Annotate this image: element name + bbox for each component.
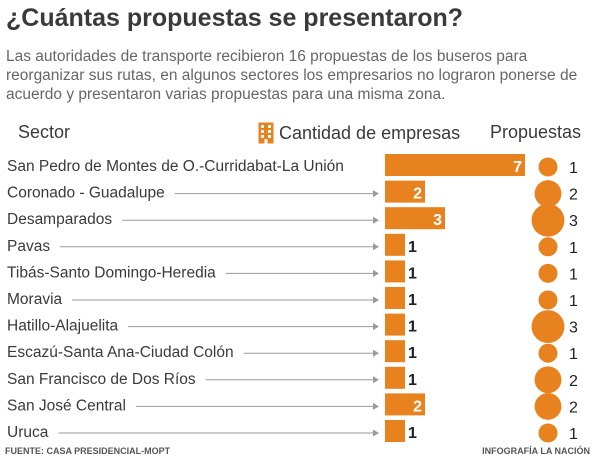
leader-arrow [373, 296, 379, 304]
column-header-companies-label: Cantidad de empresas [279, 122, 461, 143]
company-value-label: 1 [408, 345, 417, 362]
proposal-bubble [538, 157, 558, 177]
company-bar [385, 180, 425, 203]
column-header-companies: Cantidad de empresas [258, 122, 460, 144]
proposal-value-label: 1 [569, 160, 578, 177]
proposal-value-label: 2 [569, 187, 578, 204]
company-bar [385, 233, 405, 256]
proposal-bubble [534, 180, 562, 208]
company-bar [385, 207, 445, 230]
proposal-value-label: 1 [569, 426, 578, 443]
sector-label: San Pedro de Montes de O.-Curridabat-La … [7, 158, 344, 175]
credit-note: INFOGRAFÍA LA NACIÓN [482, 446, 590, 456]
company-value-label: 1 [408, 425, 417, 442]
company-bar [385, 313, 405, 336]
sector-label: San José Central [7, 397, 126, 414]
leader-arrow [373, 376, 379, 384]
company-value-label: 7 [513, 159, 522, 176]
company-bar [385, 393, 425, 416]
proposal-value-label: 1 [569, 240, 578, 257]
company-value-label: 2 [413, 186, 422, 203]
company-value-label: 1 [408, 239, 417, 256]
proposal-value-label: 3 [569, 320, 578, 337]
proposal-value-label: 2 [569, 373, 578, 390]
leader-arrow [373, 216, 379, 224]
company-value-label: 1 [408, 265, 417, 282]
sector-label: Escazú-Santa Ana-Ciudad Colón [7, 344, 234, 361]
leader-arrow [373, 429, 379, 437]
proposal-bubble [531, 310, 565, 344]
company-bar [385, 287, 405, 309]
chart-title: ¿Cuántas propuestas se presentaron? [6, 4, 464, 32]
company-value-label: 1 [408, 292, 417, 309]
proposal-value-label: 1 [569, 346, 578, 363]
leader-arrow [373, 190, 379, 198]
proposal-bubble [534, 366, 562, 394]
proposal-value-label: 3 [569, 213, 578, 230]
proposal-bubble [534, 392, 562, 420]
proposal-bubble [538, 263, 558, 283]
proposal-bubble [538, 343, 558, 363]
column-header-sector: Sector [18, 122, 71, 142]
sector-label: San Francisco de Dos Ríos [7, 371, 196, 388]
chart-subtitle: Las autoridades de transporte recibieron… [6, 48, 578, 103]
source-note: FUENTE: CASA PRESIDENCIAL-MOPT [5, 446, 171, 456]
proposal-bubble [538, 237, 558, 257]
leader-arrow [373, 243, 379, 251]
company-bar [385, 260, 405, 283]
proposal-bubble [531, 203, 565, 237]
company-bar [385, 366, 405, 389]
column-header-proposals: Propuestas [490, 122, 582, 142]
sector-label: Tibás-Santo Domingo-Heredia [7, 264, 216, 281]
leader-arrow [373, 269, 379, 277]
company-bar [385, 420, 405, 442]
proposal-value-label: 1 [569, 293, 578, 310]
leader-arrow [373, 323, 379, 331]
sector-label: Pavas [7, 238, 50, 255]
proposal-bubble [538, 290, 558, 310]
sector-label: Uruca [7, 424, 49, 441]
proposal-value-label: 1 [569, 266, 578, 283]
company-bar [385, 154, 525, 176]
company-value-label: 2 [413, 398, 422, 415]
company-bar [385, 340, 405, 363]
proposal-bubble [538, 423, 558, 443]
sector-label: Coronado - Guadalupe [7, 185, 165, 202]
company-value-label: 1 [408, 319, 417, 336]
sector-label: Desamparados [7, 211, 112, 228]
sector-label: Moravia [7, 291, 63, 308]
leader-arrow [373, 402, 379, 410]
company-value-label: 3 [433, 212, 442, 229]
sector-label: Hatillo-Alajuelita [7, 318, 119, 335]
proposal-value-label: 2 [569, 399, 578, 416]
building-icon [258, 122, 274, 144]
leader-arrow [373, 349, 379, 357]
company-value-label: 1 [408, 372, 417, 389]
